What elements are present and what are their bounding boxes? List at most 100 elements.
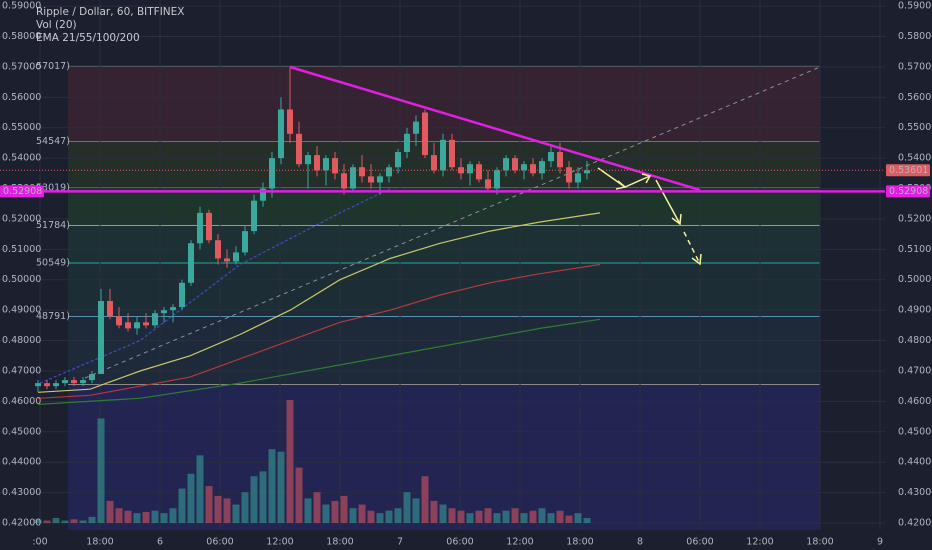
chart-title: Ripple / Dollar, 60, BITFINEX (36, 6, 184, 18)
volume-bar (241, 492, 249, 523)
candle-body (440, 139, 446, 171)
y-tick-label: 0.54000 (898, 153, 932, 164)
x-tick-label: 7 (397, 537, 403, 548)
fib-zone (68, 316, 820, 385)
fib-zone (68, 225, 820, 264)
volume-bar (259, 471, 267, 523)
volume-bar (133, 513, 141, 523)
x-tick-label: 12:00 (266, 537, 293, 548)
candle-body (206, 212, 212, 241)
y-tick-label: 0.42000 (898, 518, 932, 529)
support-label: 0.52908 (3, 186, 42, 197)
volume-bar (520, 513, 528, 523)
support-label: 0.52908 (889, 186, 928, 197)
candle-body (143, 322, 149, 326)
volume-bar (502, 510, 510, 523)
candle-body (251, 200, 257, 232)
fib-label: 53019) (36, 182, 70, 193)
volume-bar (475, 510, 483, 523)
candle-body (350, 167, 356, 189)
volume-bar (205, 486, 213, 523)
volume-bar (250, 476, 258, 523)
volume-bar (421, 476, 429, 523)
volume-bar (349, 508, 357, 523)
volume-bar (403, 492, 411, 523)
x-tick-label: 6 (157, 537, 163, 548)
volume-bar (376, 513, 384, 523)
support-box (886, 185, 930, 198)
y-tick-label: 0.57000 (2, 61, 41, 72)
candle-body (422, 112, 428, 156)
volume-bar (313, 492, 321, 523)
candle-body (467, 164, 473, 174)
candle-body (98, 301, 104, 375)
last_price-label: 0.53601 (889, 165, 928, 176)
candle-body (260, 188, 266, 201)
candle-body (44, 383, 50, 387)
volume-bar (394, 508, 402, 523)
volume-bar (493, 513, 501, 523)
y-tick-label: 0.56000 (2, 92, 41, 103)
candle-body (413, 121, 419, 134)
x-tick-label: :00 (32, 537, 47, 548)
x-tick-label: 06:00 (686, 537, 713, 548)
indicator-label: Vol (20) (36, 19, 77, 31)
trend-projection (84, 66, 821, 379)
candle-body (395, 152, 401, 168)
x-tick-label: 06:00 (206, 537, 233, 548)
candle-body (53, 383, 59, 387)
volume-bar (178, 488, 186, 523)
price-axis (885, 0, 932, 550)
x-tick-label: 06:00 (446, 537, 473, 548)
y-tick-label: 0.49000 (2, 305, 41, 316)
arrow-head (641, 173, 652, 184)
candle-body (404, 133, 410, 153)
volume-bar (61, 520, 69, 523)
candle-body (89, 374, 95, 381)
y-tick-label: 0.57000 (898, 61, 932, 72)
volume-bar (385, 510, 393, 523)
y-tick-label: 0.50000 (898, 274, 932, 285)
y-tick-label: 0.47000 (898, 365, 932, 376)
y-tick-label: 0.55000 (898, 122, 932, 133)
candle-body (215, 240, 221, 259)
last_price-box (886, 164, 930, 177)
candle-body (431, 155, 437, 171)
time-axis (0, 532, 885, 550)
volume-bar (574, 513, 582, 523)
y-tick-label: 0.48000 (898, 335, 932, 346)
candle-body (368, 176, 374, 183)
y-tick-label: 0.52000 (898, 213, 932, 224)
y-tick-label: 0.54000 (2, 153, 41, 164)
candle-body (278, 109, 284, 159)
volume-bar (529, 510, 537, 523)
volume-bar (277, 451, 285, 523)
candle-body (125, 322, 131, 329)
candle-body (62, 380, 68, 384)
ema-line (37, 212, 601, 393)
candle-body (584, 170, 590, 174)
volume-bar (115, 508, 123, 523)
candle-body (503, 158, 509, 171)
y-tick-label: 0.50000 (2, 274, 41, 285)
y-tick-label: 0.58000 (898, 31, 932, 42)
volume-bar (160, 513, 168, 523)
volume-bar (448, 508, 456, 523)
y-tick-label: 0.43000 (2, 487, 41, 498)
volume-bar (466, 513, 474, 523)
candle-body (188, 243, 194, 283)
y-tick-label: 0.49000 (898, 305, 932, 316)
volume-bar (331, 500, 339, 523)
candle-body (341, 173, 347, 189)
y-tick-label: 0.45000 (2, 426, 41, 437)
candle-body (494, 170, 500, 189)
volume-bar (340, 495, 348, 523)
volume-bar (457, 510, 465, 523)
candle-body (476, 164, 482, 180)
y-tick-label: 0.46000 (898, 396, 932, 407)
volume-bar (142, 511, 150, 523)
trend-line (289, 65, 701, 192)
candle-body (80, 380, 86, 384)
fib-label: 50549) (36, 258, 70, 269)
volume-bar (367, 510, 375, 523)
